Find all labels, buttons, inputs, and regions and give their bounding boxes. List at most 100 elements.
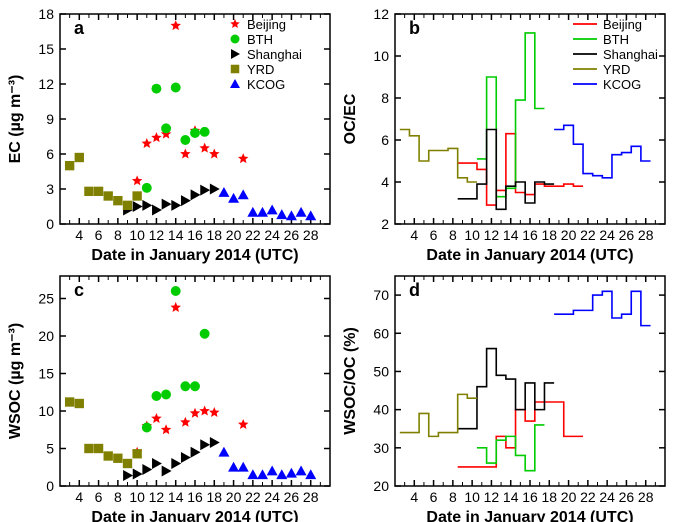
svg-text:YRD: YRD xyxy=(247,62,274,77)
svg-text:12: 12 xyxy=(149,227,165,243)
svg-text:24: 24 xyxy=(264,227,280,243)
svg-text:22: 22 xyxy=(580,489,596,505)
svg-text:4: 4 xyxy=(75,227,83,243)
svg-text:26: 26 xyxy=(619,227,635,243)
svg-text:Beijing: Beijing xyxy=(247,17,286,32)
svg-text:15: 15 xyxy=(38,41,54,57)
svg-text:12: 12 xyxy=(484,489,500,505)
svg-text:10: 10 xyxy=(129,489,145,505)
svg-text:25: 25 xyxy=(38,291,54,307)
figure-container: 468101214161820222426280369121518Date in… xyxy=(0,0,685,522)
svg-text:18: 18 xyxy=(206,489,222,505)
svg-text:BTH: BTH xyxy=(603,32,629,47)
svg-text:6: 6 xyxy=(46,146,54,162)
svg-text:0: 0 xyxy=(46,478,54,494)
svg-text:20: 20 xyxy=(561,227,577,243)
svg-text:0: 0 xyxy=(46,216,54,232)
svg-text:3: 3 xyxy=(46,181,54,197)
svg-text:YRD: YRD xyxy=(603,62,630,77)
svg-text:16: 16 xyxy=(187,489,203,505)
svg-text:20: 20 xyxy=(226,489,242,505)
svg-text:22: 22 xyxy=(245,227,261,243)
svg-text:c: c xyxy=(74,280,84,300)
svg-text:5: 5 xyxy=(46,441,54,457)
svg-text:OC/EC: OC/EC xyxy=(342,93,359,144)
svg-text:2: 2 xyxy=(381,216,389,232)
svg-text:20: 20 xyxy=(561,489,577,505)
svg-text:16: 16 xyxy=(522,489,538,505)
svg-text:24: 24 xyxy=(264,489,280,505)
svg-text:8: 8 xyxy=(449,489,457,505)
svg-text:10: 10 xyxy=(373,48,389,64)
svg-text:8: 8 xyxy=(449,227,457,243)
svg-text:8: 8 xyxy=(114,489,122,505)
svg-text:Shanghai: Shanghai xyxy=(603,47,658,62)
svg-text:10: 10 xyxy=(38,403,54,419)
svg-text:6: 6 xyxy=(430,489,438,505)
svg-text:9: 9 xyxy=(46,111,54,127)
svg-text:14: 14 xyxy=(168,227,184,243)
svg-text:26: 26 xyxy=(284,227,300,243)
svg-text:a: a xyxy=(74,18,85,38)
svg-text:50: 50 xyxy=(373,363,389,379)
svg-text:Date in January 2014 (UTC): Date in January 2014 (UTC) xyxy=(91,509,298,522)
svg-text:20: 20 xyxy=(38,328,54,344)
svg-text:16: 16 xyxy=(522,227,538,243)
svg-text:10: 10 xyxy=(464,227,480,243)
svg-text:20: 20 xyxy=(373,478,389,494)
svg-text:BTH: BTH xyxy=(247,32,273,47)
svg-text:8: 8 xyxy=(114,227,122,243)
svg-text:Shanghai: Shanghai xyxy=(247,47,302,62)
svg-text:28: 28 xyxy=(638,489,654,505)
svg-text:30: 30 xyxy=(373,440,389,456)
svg-text:26: 26 xyxy=(284,489,300,505)
svg-text:4: 4 xyxy=(75,489,83,505)
svg-text:KCOG: KCOG xyxy=(603,77,641,92)
svg-text:60: 60 xyxy=(373,325,389,341)
svg-text:b: b xyxy=(409,18,420,38)
svg-text:6: 6 xyxy=(430,227,438,243)
svg-text:40: 40 xyxy=(373,402,389,418)
svg-text:6: 6 xyxy=(381,132,389,148)
svg-text:18: 18 xyxy=(206,227,222,243)
svg-text:15: 15 xyxy=(38,366,54,382)
svg-text:22: 22 xyxy=(580,227,596,243)
svg-text:16: 16 xyxy=(187,227,203,243)
svg-text:18: 18 xyxy=(541,489,557,505)
svg-text:8: 8 xyxy=(381,90,389,106)
svg-text:10: 10 xyxy=(129,227,145,243)
svg-text:WSOC/OC (%): WSOC/OC (%) xyxy=(342,327,359,435)
svg-text:26: 26 xyxy=(619,489,635,505)
svg-text:6: 6 xyxy=(95,227,103,243)
svg-text:18: 18 xyxy=(38,6,54,22)
svg-text:WSOC (µg m⁻³): WSOC (µg m⁻³) xyxy=(7,323,24,439)
svg-text:4: 4 xyxy=(410,227,418,243)
svg-text:Date in January 2014 (UTC): Date in January 2014 (UTC) xyxy=(426,509,633,522)
svg-text:4: 4 xyxy=(381,174,389,190)
svg-text:14: 14 xyxy=(503,489,519,505)
svg-text:d: d xyxy=(409,280,420,300)
svg-text:22: 22 xyxy=(245,489,261,505)
svg-text:6: 6 xyxy=(95,489,103,505)
svg-text:28: 28 xyxy=(303,227,319,243)
svg-text:Date in January 2014 (UTC): Date in January 2014 (UTC) xyxy=(91,247,298,264)
svg-text:14: 14 xyxy=(503,227,519,243)
svg-text:10: 10 xyxy=(464,489,480,505)
svg-text:14: 14 xyxy=(168,489,184,505)
svg-text:28: 28 xyxy=(638,227,654,243)
svg-text:24: 24 xyxy=(599,489,615,505)
svg-text:12: 12 xyxy=(38,76,54,92)
svg-text:12: 12 xyxy=(149,489,165,505)
svg-text:18: 18 xyxy=(541,227,557,243)
svg-text:Date in January 2014 (UTC): Date in January 2014 (UTC) xyxy=(426,247,633,264)
figure-svg: 468101214161820222426280369121518Date in… xyxy=(0,0,685,522)
svg-text:KCOG: KCOG xyxy=(247,77,285,92)
svg-text:12: 12 xyxy=(484,227,500,243)
svg-text:24: 24 xyxy=(599,227,615,243)
svg-text:28: 28 xyxy=(303,489,319,505)
svg-text:20: 20 xyxy=(226,227,242,243)
svg-text:4: 4 xyxy=(410,489,418,505)
svg-text:12: 12 xyxy=(373,6,389,22)
svg-text:EC (µg m⁻³): EC (µg m⁻³) xyxy=(7,75,24,164)
svg-text:Beijing: Beijing xyxy=(603,17,642,32)
